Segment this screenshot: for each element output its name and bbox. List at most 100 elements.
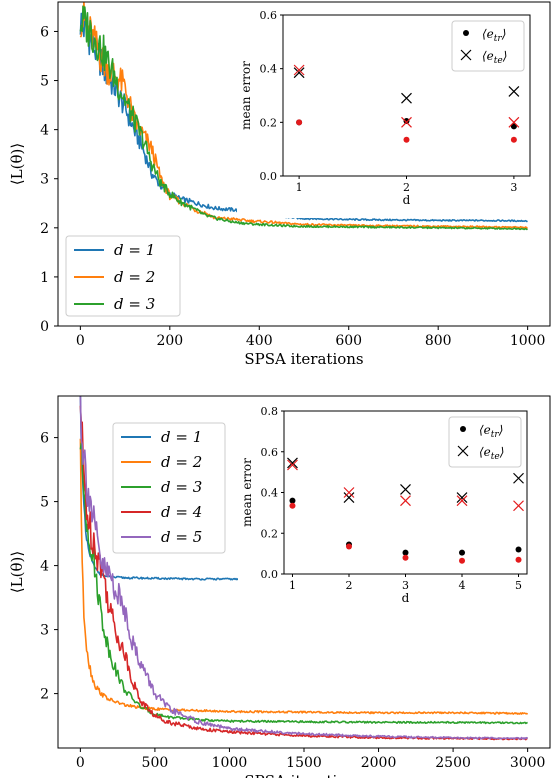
plot2-inset-point-dot [289, 502, 296, 509]
plot2-inset-legend-dot-marker [460, 426, 466, 432]
plot2-inset-point-cross [343, 487, 355, 498]
plot1-inset-point-dot [403, 117, 410, 124]
plot2-inset-y-tick-label: 0.4 [261, 487, 279, 500]
plot2-x-tick-label: 1500 [286, 755, 322, 771]
plot1-axes-frame [57, 1, 551, 327]
plot1-y-tick-label: 0 [40, 319, 49, 335]
plot2-inset-point-cross [400, 484, 411, 495]
plot1-inset-legend-label-sub: tr [494, 34, 503, 44]
plot1-x-axis-label: SPSA iterations [244, 350, 363, 368]
plot1-inset-y-axis-label: mean error [239, 61, 253, 130]
plot1-legend-label-d2: d = 2 [114, 268, 155, 286]
plot2-inset-legend-label-close: ⟩ [498, 423, 504, 437]
plot2-inset-legend-x-marker [457, 445, 469, 457]
plot1-inset-y-tick-label: 0.2 [260, 116, 278, 129]
plot1-inset-point-cross [293, 64, 305, 76]
plot2-inset-legend-label: ⟨etr⟩ [479, 423, 503, 440]
plot2-inset-point-cross [343, 492, 355, 504]
plot1-y-tick-label: 6 [40, 24, 49, 40]
plot2-inset-y-axis-label: mean error [240, 458, 254, 527]
plot2-x-axis-label: SPSA iterations [244, 772, 363, 778]
plot1-inset-legend-label-main: ⟨e [482, 27, 494, 41]
plot1-series-line-d2 [79, 2, 528, 229]
plot2-group: 0 500 1000 1500 2000 2500 3000 2 3 4 5 6 SPSA iterat… [8, 395, 551, 778]
plot1-legend-box [65, 235, 181, 317]
plot2-x-tick-label: 500 [142, 755, 169, 771]
plot1-y-axis-label: ⟨L(θ)⟩ [8, 143, 26, 185]
plot2-inset-x-tick-label: 5 [515, 579, 522, 592]
plot1-x-tick-label: 200 [156, 333, 183, 349]
plot1-inset-point-cross [508, 86, 520, 97]
plot2-x-tick-label: 2500 [435, 755, 471, 771]
plot2-x-tick-label: 2000 [361, 755, 397, 771]
plot2-y-tick-label: 4 [40, 559, 49, 575]
plot2-y-axis-label: ⟨L(θ)⟩ [8, 551, 26, 593]
plot2-y-tick-label: 6 [40, 431, 49, 447]
plot1-inset-x-axis-label: d [403, 193, 411, 207]
plot2-inset-y-tick-label: 0.0 [261, 568, 279, 581]
plot2-inset-y-tick-label: 0.2 [261, 527, 279, 540]
plot1-legend-label-d1: d = 1 [114, 241, 155, 259]
plot2-inset-point-cross [287, 459, 298, 471]
plot2-legend-label-d4: d = 4 [161, 503, 202, 521]
plot1-y-tick-label: 4 [40, 123, 49, 139]
plot1-x-tick-label: 400 [246, 333, 273, 349]
plot2-legend-label-d1: d = 1 [161, 428, 202, 446]
plot2-inset-y-tick-label: 0.8 [261, 405, 279, 418]
plot1-y-tick-label: 2 [40, 221, 49, 237]
plot2-series-line-d5 [79, 396, 529, 740]
plot2-inset-legend-label-sub: te [491, 452, 500, 462]
plot2-inset-x-tick-label: 1 [289, 579, 296, 592]
plot1-inset-legend-label-main: ⟨e [482, 49, 494, 63]
plot1-series-line-d1 [79, 12, 528, 223]
plot2-inset-point-dot [345, 543, 352, 550]
plot1-inset-legend-label-close: ⟩ [501, 27, 507, 41]
plot2-inset-point-cross [287, 457, 298, 469]
plot2-inset-point-cross [513, 472, 524, 484]
plot2-x-tick-label: 1000 [212, 755, 248, 771]
plot2-x-tick-label: 3000 [510, 755, 546, 771]
plot1-y-tick-label: 3 [40, 172, 49, 188]
plot1-inset-point-cross [508, 116, 520, 128]
plot2-inset-x-tick-label: 2 [345, 579, 352, 592]
plot2-y-tick-label: 5 [40, 495, 49, 511]
plot1-inset-y-tick-label: 0.6 [260, 9, 278, 22]
plot2-inset-point-cross [456, 492, 468, 504]
plot1-inset-point-dot [296, 119, 303, 126]
plot1-inset-point-cross [293, 67, 305, 79]
plot1-inset-y-tick-label: 0.4 [260, 63, 278, 76]
plot1-y-tick-label: 5 [40, 74, 49, 90]
plot2-inset-point-cross [456, 495, 468, 507]
plot1-inset-point-dot [403, 136, 410, 143]
plot2-legend-box [112, 422, 226, 554]
plot2-inset-point-cross [400, 495, 411, 507]
plot1-group: 0 200 400 600 800 1000 0 1 2 3 4 5 6 SPSA iterations ⟨… [8, 1, 551, 368]
plot2-inset-point-dot [289, 497, 296, 504]
plot2-inset-legend-label-main: ⟨e [479, 423, 491, 437]
plot2-inset-x-tick-label: 3 [402, 579, 409, 592]
plot1-x-tick-label: 1000 [510, 333, 546, 349]
plot1-x-tick-label: 800 [425, 333, 452, 349]
plot1-y-tick-label: 1 [40, 270, 49, 286]
plot1-x-tick-label: 600 [335, 333, 362, 349]
plot2-y-tick-label: 2 [40, 687, 49, 703]
plot2-inset-legend-label-sub: tr [491, 430, 500, 440]
plot1-legend-label-d3: d = 3 [114, 295, 155, 313]
plot1-inset-y-tick-label: 0.0 [260, 170, 278, 183]
plot2-inset-legend-label-main: ⟨e [479, 445, 491, 459]
plot1-inset-point-cross [401, 92, 412, 104]
plot2-inset-point-dot [402, 549, 409, 556]
plot1-inset-legend-label: ⟨ete⟩ [482, 49, 507, 66]
plot2-x-tick-label: 0 [76, 755, 85, 771]
plot2-inset-point-dot [459, 549, 466, 556]
plot2-inset-x-axis-label: d [402, 591, 410, 605]
plot1-inset-x-tick-label: 1 [296, 181, 303, 194]
plot2-inset-x-tick-label: 4 [459, 579, 466, 592]
plot2-inset-point-cross [513, 500, 524, 512]
plot1-inset-point-dot [510, 123, 517, 130]
plot2-inset-point-dot [515, 556, 522, 563]
plot2-inset-legend-label-close: ⟩ [499, 445, 505, 459]
plot1-inset-legend-label-sub: te [494, 56, 503, 66]
plot1-inset-legend-label-close: ⟩ [502, 49, 508, 63]
